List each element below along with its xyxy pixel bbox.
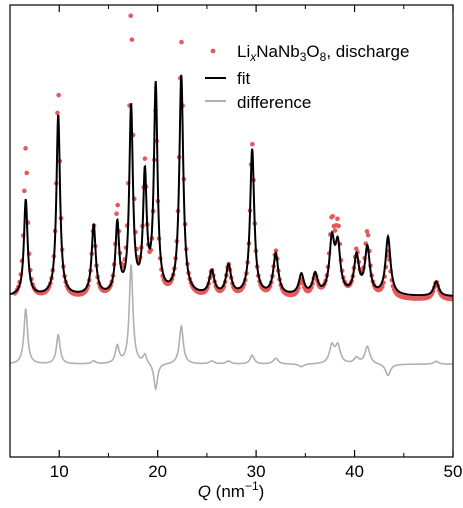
legend-entry-fit: fit bbox=[205, 69, 251, 88]
x-tick-label: 50 bbox=[444, 462, 463, 481]
x-axis-ticks: 10 20 30 40 50 bbox=[9, 5, 463, 481]
legend: LixNaNb3O8, discharge fit difference bbox=[205, 42, 409, 112]
data-point bbox=[22, 188, 27, 194]
data-point bbox=[129, 37, 135, 42]
legend-difference-label: difference bbox=[237, 93, 311, 112]
x-tick-label: 20 bbox=[148, 462, 167, 481]
data-point bbox=[365, 232, 371, 238]
difference-line bbox=[10, 264, 453, 391]
legend-fit-label: fit bbox=[237, 69, 251, 88]
data-point bbox=[336, 223, 341, 229]
legend-entry-data: LixNaNb3O8, discharge bbox=[210, 42, 409, 64]
data-point bbox=[56, 92, 61, 98]
data-point bbox=[23, 146, 28, 151]
x-tick-label: 10 bbox=[50, 462, 69, 481]
data-point bbox=[24, 170, 30, 176]
x-axis-title: Q (nm−1) bbox=[198, 479, 265, 501]
x-tick-label: 30 bbox=[247, 462, 266, 481]
data-point bbox=[449, 296, 453, 302]
data-point bbox=[142, 156, 148, 161]
legend-data-marker bbox=[210, 48, 216, 54]
data-point bbox=[332, 228, 338, 233]
legend-entry-difference: difference bbox=[205, 93, 311, 112]
data-point bbox=[364, 229, 370, 234]
data-point bbox=[179, 39, 184, 45]
data-point bbox=[273, 248, 279, 253]
data-point bbox=[250, 141, 255, 147]
data-point bbox=[335, 216, 340, 222]
data-point bbox=[114, 211, 119, 217]
plot-frame bbox=[9, 4, 454, 458]
fit-series bbox=[10, 74, 453, 297]
difference-series bbox=[10, 264, 453, 391]
x-tick-label: 40 bbox=[345, 462, 364, 481]
fit-line bbox=[10, 74, 453, 297]
legend-data-label: LixNaNb3O8, discharge bbox=[237, 42, 409, 64]
data-point bbox=[115, 202, 120, 208]
data-point bbox=[330, 213, 336, 219]
data-point bbox=[128, 13, 133, 19]
data-point bbox=[55, 110, 60, 116]
